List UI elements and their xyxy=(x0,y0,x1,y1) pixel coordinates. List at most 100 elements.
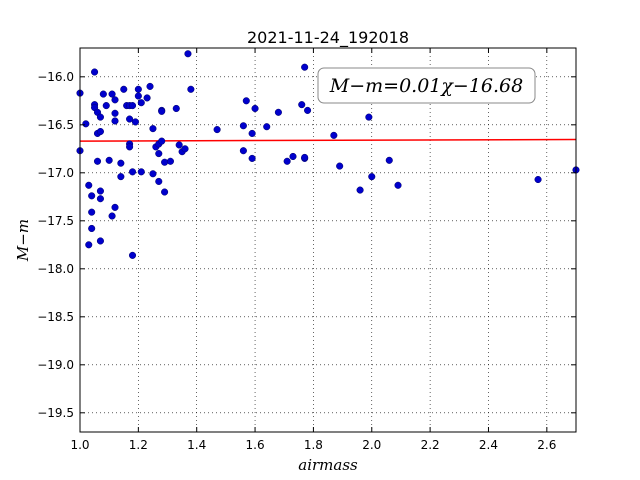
data-point xyxy=(248,154,256,162)
data-point xyxy=(131,118,139,126)
data-point xyxy=(99,90,107,98)
y-tick-label: −16.0 xyxy=(37,70,74,84)
data-point xyxy=(274,108,282,116)
data-point xyxy=(172,104,180,113)
data-point xyxy=(134,92,142,100)
data-point xyxy=(263,123,271,131)
data-point xyxy=(137,99,145,107)
data-point xyxy=(368,173,376,181)
data-point xyxy=(128,102,137,110)
data-point xyxy=(128,251,137,259)
data-point xyxy=(181,145,189,153)
data-point xyxy=(108,90,116,98)
data-point xyxy=(126,143,134,151)
data-point xyxy=(149,170,157,178)
data-point xyxy=(85,181,93,189)
data-point xyxy=(365,113,373,121)
data-point xyxy=(85,241,93,249)
data-point xyxy=(117,159,125,167)
y-tick-label: −19.5 xyxy=(37,406,74,420)
data-point xyxy=(336,162,344,170)
data-point xyxy=(166,157,174,165)
data-point xyxy=(96,113,104,121)
data-point xyxy=(248,129,256,137)
data-point xyxy=(88,192,96,200)
data-point xyxy=(394,181,402,189)
data-point xyxy=(184,50,192,58)
data-point xyxy=(149,125,157,133)
data-point xyxy=(120,85,128,93)
data-point xyxy=(88,224,96,233)
x-tick-label: 2.6 xyxy=(537,438,556,452)
data-point xyxy=(111,96,119,104)
data-point xyxy=(96,195,104,203)
data-point xyxy=(93,157,102,165)
data-point xyxy=(155,177,163,185)
y-tick-label: −19.0 xyxy=(37,358,74,372)
data-point xyxy=(126,115,134,123)
data-point xyxy=(88,208,96,216)
data-point xyxy=(161,158,169,166)
data-point xyxy=(330,131,338,139)
y-tick-label: −16.5 xyxy=(37,118,74,132)
data-point xyxy=(128,168,137,176)
data-point xyxy=(105,156,113,164)
data-point xyxy=(146,82,154,90)
data-point xyxy=(96,187,104,195)
x-tick-label: 1.4 xyxy=(187,438,206,452)
data-point xyxy=(298,101,306,109)
data-point xyxy=(158,107,166,115)
data-point xyxy=(143,94,151,102)
chart-title: 2021-11-24_192018 xyxy=(247,28,409,48)
y-ticks: −16.0 −16.5 −17.0 −17.5 −18.0 −18.5 −19.0 −19.5 xyxy=(37,70,576,420)
data-point xyxy=(239,147,247,155)
data-point xyxy=(137,168,145,176)
plot-background xyxy=(80,48,576,432)
data-point xyxy=(111,117,119,125)
y-tick-label: −17.5 xyxy=(37,214,74,228)
data-point xyxy=(111,109,119,117)
y-tick-label: −17.0 xyxy=(37,166,74,180)
data-point xyxy=(161,188,169,196)
data-point xyxy=(283,157,291,165)
data-point xyxy=(91,68,99,76)
data-point xyxy=(289,152,297,161)
data-point xyxy=(213,126,221,134)
data-point xyxy=(187,85,195,93)
x-tick-label: 1.8 xyxy=(304,438,323,452)
data-point xyxy=(251,104,259,113)
data-point xyxy=(108,212,116,220)
x-tick-label: 1.2 xyxy=(129,438,148,452)
data-point xyxy=(111,203,119,211)
data-point xyxy=(239,122,247,130)
data-point xyxy=(158,137,166,145)
fit-equation: M−m=0.01χ−16.68 xyxy=(329,75,523,97)
data-point xyxy=(134,85,142,93)
y-axis-label: M−m xyxy=(14,219,32,262)
data-point xyxy=(356,186,364,194)
x-ticks: 1.0 1.2 1.4 1.6 1.8 2.0 2.2 2.4 2.6 xyxy=(70,48,556,452)
fit-equation-box: M−m=0.01χ−16.68 xyxy=(317,67,536,104)
data-point xyxy=(82,120,90,128)
data-point xyxy=(96,237,104,245)
data-point xyxy=(175,141,183,149)
x-tick-label: 1.6 xyxy=(246,438,265,452)
y-tick-label: −18.5 xyxy=(37,310,74,324)
data-point xyxy=(155,150,163,158)
y-tick-label: −18.0 xyxy=(37,262,74,276)
x-tick-label: 2.2 xyxy=(421,438,440,452)
equation-box-frame xyxy=(317,67,536,104)
x-axis-label: airmass xyxy=(298,456,358,474)
data-point xyxy=(301,153,309,161)
data-point xyxy=(96,127,104,136)
data-point xyxy=(304,106,312,114)
data-point xyxy=(102,102,110,110)
data-point xyxy=(117,173,125,181)
data-points xyxy=(76,50,580,259)
data-point xyxy=(301,63,309,71)
data-point xyxy=(534,175,542,184)
data-point xyxy=(385,156,393,164)
data-point xyxy=(242,97,250,105)
x-tick-label: 2.0 xyxy=(362,438,381,452)
